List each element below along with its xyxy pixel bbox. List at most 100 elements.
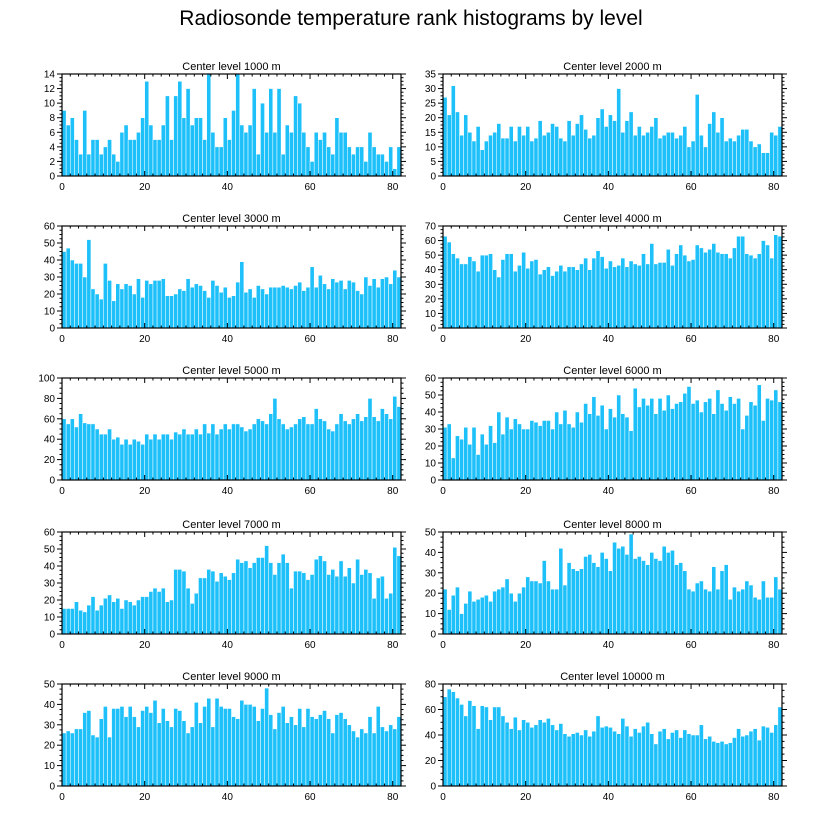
histogram-bar [665,394,671,481]
histogram-bar [194,428,199,481]
histogram-bar [612,120,617,177]
histogram-bar [500,586,506,635]
histogram-bar [363,161,369,177]
histogram-bar [488,425,493,481]
histogram-bar [322,710,327,787]
histogram-bar [198,117,203,177]
histogram-bar [665,132,671,177]
histogram-bar [479,597,485,635]
histogram-bar [500,715,506,787]
histogram-bar [777,126,783,177]
histogram-bar [707,736,712,787]
y-tick-label: 25 [425,99,437,110]
panel-9: Center level 9000 m 0 20 40 60 80 0 10 20 30 40 50 [44,671,406,803]
histogram-bar [322,132,327,177]
histogram-bar [657,262,663,329]
histogram-bar [305,286,311,329]
histogram-bar [318,139,323,177]
histogram-bar [103,598,108,635]
histogram-bar [169,139,174,177]
y-tick-label: 0 [430,630,436,641]
y-tick-label: 30 [44,720,56,731]
histogram-bar [632,134,638,177]
histogram-bar [218,428,224,481]
histogram-bar [61,251,67,329]
y-tick-label: 20 [425,589,437,600]
histogram-bar [649,243,655,329]
histogram-bar [674,137,679,177]
histogram-bar [765,244,770,329]
histogram-bar [264,293,269,329]
histogram-bar [740,129,746,177]
histogram-bar [231,423,236,481]
histogram-bar [318,555,323,635]
histogram-bar [628,736,634,787]
histogram-bar [670,550,675,635]
x-tick-label: 80 [387,182,399,193]
histogram-bar [301,416,307,481]
histogram-bar [98,153,104,177]
histogram-bar [566,423,572,481]
panel-title: Center level 10000 m [560,671,665,683]
histogram-bar [595,415,601,481]
y-tick-label: 30 [44,579,56,590]
histogram-bar [649,398,655,481]
histogram-bar [342,718,348,787]
histogram-bar [537,425,543,481]
y-tick-label: 2 [49,157,55,168]
histogram-bar [107,736,112,787]
y-tick-label: 30 [425,425,437,436]
histogram-bar [289,132,294,177]
y-tick-label: 60 [425,705,437,716]
histogram-bar [645,722,650,787]
histogram-bar [521,719,526,787]
histogram-bar [280,285,286,329]
histogram-bar [459,613,464,635]
histogram-bar [177,81,183,177]
histogram-bar [583,403,588,481]
histogram-bar [185,278,191,329]
histogram-bar [347,146,352,177]
histogram-bar [165,601,170,635]
histogram-bar [103,263,108,329]
histogram-bar [367,716,373,787]
x-tick-label: 40 [222,486,234,497]
histogram-bar [355,290,360,329]
histogram-bar [479,705,485,787]
histogram-bar [342,420,348,481]
histogram-bar [326,428,331,481]
histogram-bar [748,401,754,481]
histogram-bar [471,705,477,787]
y-tick-label: 0 [49,172,55,183]
histogram-bar [148,591,154,635]
histogram-bar [268,562,274,635]
y-tick-label: 40 [425,265,437,276]
histogram-bar [496,123,502,177]
histogram-bar [690,734,696,787]
histogram-bar [256,418,261,481]
histogram-bar [765,727,770,787]
histogram-bar [504,578,510,635]
y-tick-label: 20 [44,455,56,466]
histogram-bar [214,581,220,635]
histogram-bar [239,426,245,481]
histogram-bar [156,280,162,329]
histogram-bar [375,153,381,177]
histogram-bar [293,570,298,635]
histogram-bar [479,149,485,177]
y-tick-label: 0 [49,476,55,487]
histogram-bar [475,454,481,481]
x-tick-label: 0 [440,792,446,803]
histogram-bar [90,288,96,329]
histogram-bar [289,288,294,329]
histogram-bar [587,137,593,177]
histogram-bar [127,444,133,481]
histogram-bar [322,283,327,329]
y-tick-label: 35 [425,70,437,81]
histogram-bar [214,285,220,329]
histogram-bar [268,714,274,787]
histogram-bar [70,418,75,481]
histogram-bar [247,428,253,481]
histogram-bar [251,297,257,329]
histogram-bar [451,457,456,481]
